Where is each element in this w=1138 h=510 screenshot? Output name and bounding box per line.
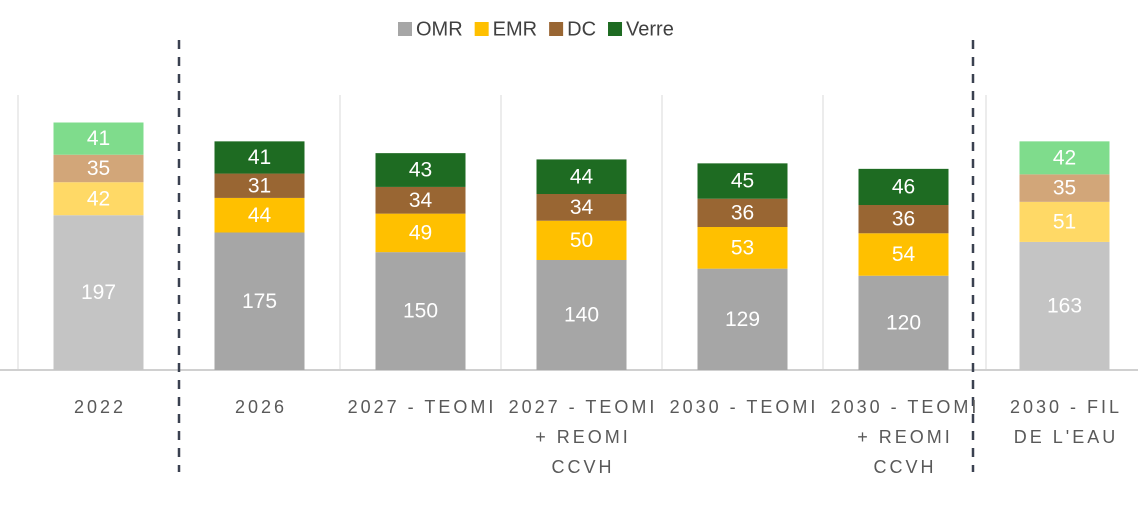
legend-swatch bbox=[549, 22, 564, 36]
bar-segment bbox=[536, 220, 627, 260]
data-label: 49 bbox=[409, 221, 432, 244]
bar-segment bbox=[375, 186, 466, 214]
data-label: 36 bbox=[892, 208, 915, 231]
bar-segment bbox=[1019, 174, 1110, 202]
data-label: 120 bbox=[886, 311, 921, 334]
legend-label: EMR bbox=[493, 18, 537, 40]
data-label: 41 bbox=[87, 127, 110, 150]
bar-segment bbox=[536, 159, 627, 194]
bar-segment bbox=[697, 227, 788, 269]
data-label: 150 bbox=[403, 300, 438, 323]
bar-segment bbox=[1019, 241, 1110, 370]
data-label: 129 bbox=[725, 308, 760, 331]
bar-segment bbox=[375, 252, 466, 370]
data-label: 35 bbox=[87, 157, 110, 180]
data-label: 35 bbox=[1053, 177, 1076, 200]
data-label: 45 bbox=[731, 170, 754, 193]
data-label: 197 bbox=[81, 281, 116, 304]
data-label: 50 bbox=[570, 229, 593, 252]
x-tick-label: 2030 - TEOMI bbox=[669, 397, 819, 417]
bar-segment bbox=[53, 182, 144, 216]
bar-segment bbox=[375, 153, 466, 187]
data-label: 44 bbox=[570, 165, 594, 188]
bar-segment bbox=[536, 260, 627, 370]
data-label: 34 bbox=[409, 189, 433, 212]
bar-segment bbox=[1019, 201, 1110, 242]
bar-segment bbox=[53, 154, 144, 183]
bar-segment bbox=[536, 194, 627, 221]
bar-segment bbox=[214, 232, 305, 370]
data-label: 36 bbox=[731, 201, 754, 224]
x-tick-label: 2026 bbox=[234, 397, 288, 417]
data-label: 42 bbox=[87, 187, 110, 210]
bar-segment bbox=[53, 122, 144, 155]
bar-segment bbox=[214, 197, 305, 233]
bar-segment bbox=[858, 233, 949, 276]
bar-segment bbox=[858, 168, 949, 205]
x-tick-label: 2027 - TEOMI + REOMI CCVH bbox=[508, 397, 658, 477]
data-label: 43 bbox=[409, 159, 432, 182]
bar-segment bbox=[214, 141, 305, 174]
data-label: 140 bbox=[564, 304, 599, 327]
data-label: 163 bbox=[1047, 295, 1082, 318]
data-label: 42 bbox=[1053, 146, 1076, 169]
bar-segment bbox=[697, 163, 788, 199]
bar-segment bbox=[858, 205, 949, 234]
bar-segment bbox=[214, 173, 305, 198]
legend-label: Verre bbox=[626, 18, 674, 40]
band-separators bbox=[17, 95, 987, 370]
bar-segment bbox=[375, 213, 466, 253]
bar-segment bbox=[697, 268, 788, 370]
legend-label: OMR bbox=[416, 18, 463, 40]
legend-label: DC bbox=[567, 18, 596, 40]
data-label: 34 bbox=[570, 196, 594, 219]
x-tick-label: 2022 bbox=[73, 397, 127, 417]
data-label: 31 bbox=[248, 174, 271, 197]
data-label: 54 bbox=[892, 243, 916, 266]
legend-swatch bbox=[398, 22, 412, 36]
data-label: 175 bbox=[242, 290, 277, 313]
x-tick-label: 2030 - FIL DE L'EAU bbox=[1009, 397, 1123, 447]
x-tick-label: 2030 - TEOMI + REOMI CCVH bbox=[830, 397, 980, 477]
legend-swatch bbox=[474, 22, 489, 36]
x-tick-label: 2027 - TEOMI bbox=[347, 397, 497, 417]
data-label: 44 bbox=[248, 204, 272, 227]
data-label: 41 bbox=[248, 146, 271, 169]
data-label: 51 bbox=[1053, 210, 1076, 233]
data-label: 46 bbox=[892, 175, 915, 198]
data-label: 53 bbox=[731, 236, 754, 259]
bar-segment bbox=[1019, 141, 1110, 175]
bar-segment bbox=[697, 198, 788, 227]
bar-segment bbox=[53, 215, 144, 370]
legend-swatch bbox=[608, 22, 623, 36]
bar-segment bbox=[858, 275, 949, 370]
